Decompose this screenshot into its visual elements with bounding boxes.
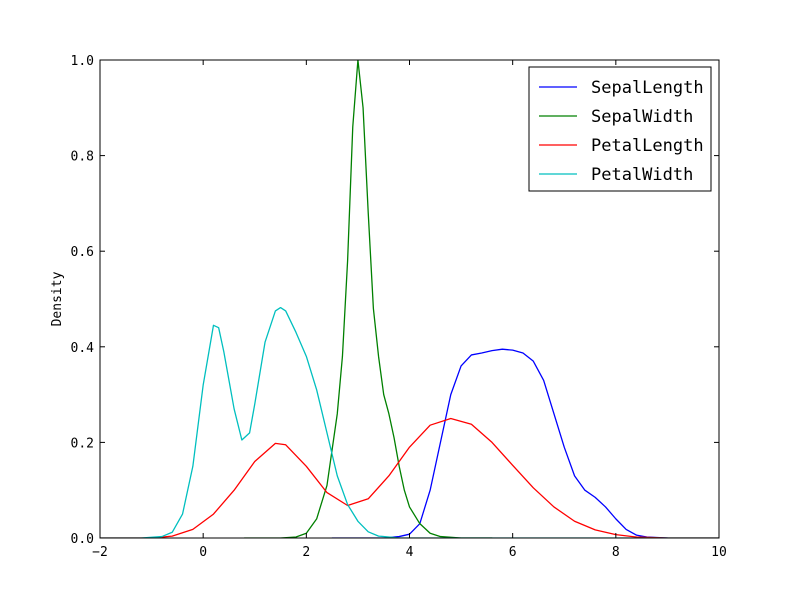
legend-label-sepallength: SepalLength — [591, 78, 704, 98]
legend-label-petalwidth: PetalWidth — [591, 165, 693, 185]
ticks-layer: −2 0 2 4 6 8 10 0.0 0.2 0.4 0.6 0.8 1.0 — [71, 54, 727, 560]
y-tick-label: 0.2 — [71, 436, 94, 451]
x-tick-label: 8 — [612, 545, 620, 560]
y-tick-label: 1.0 — [71, 54, 94, 69]
y-tick-label: 0.6 — [71, 245, 94, 260]
legend-label-petallength: PetalLength — [591, 136, 704, 156]
x-tick-label: −2 — [92, 545, 108, 560]
legend: SepalLength SepalWidth PetalLength PetalWid… — [528, 66, 712, 192]
series-line-petallength — [100, 417, 719, 538]
x-tick-label: 6 — [509, 545, 517, 560]
y-tick-label: 0.0 — [71, 532, 94, 547]
y-axis-label: Density — [50, 271, 65, 326]
series-line-sepallength — [331, 348, 669, 538]
x-tick-label: 2 — [302, 545, 310, 560]
legend-label-sepalwidth: SepalWidth — [591, 107, 693, 127]
series-line-petalwidth — [100, 306, 719, 538]
series-layer — [100, 60, 719, 538]
x-tick-label: 0 — [199, 545, 207, 560]
legend-frame — [528, 66, 712, 192]
y-tick-label: 0.4 — [71, 341, 95, 356]
y-tick-label: 0.8 — [71, 150, 94, 165]
x-tick-label: 4 — [406, 545, 414, 560]
series-line-sepalwidth — [243, 60, 493, 538]
x-tick-label: 10 — [711, 545, 727, 560]
